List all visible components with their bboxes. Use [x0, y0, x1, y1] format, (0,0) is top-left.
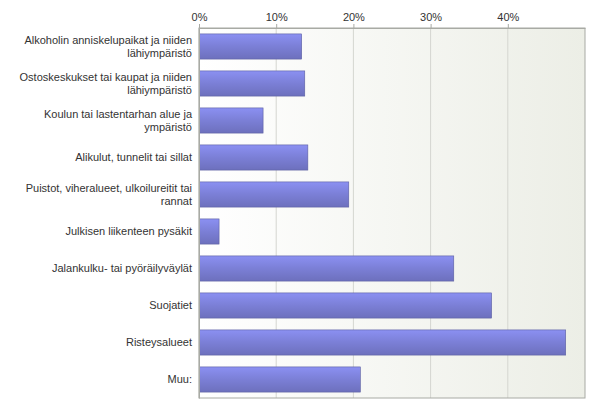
category-label-line: Alikulut, tunnelit tai sillat — [75, 151, 192, 163]
bar — [199, 182, 349, 207]
tick: Ostoskeskukset tai kaupat ja niidenlähiy… — [20, 71, 199, 96]
bars — [199, 34, 566, 392]
tick-label: 30% — [420, 11, 442, 23]
category-label: Ostoskeskukset tai kaupat ja niidenlähiy… — [20, 71, 192, 96]
tick: Muu: — [168, 373, 199, 385]
category-label: Alikulut, tunnelit tai sillat — [75, 151, 192, 163]
bar — [199, 293, 492, 318]
tick-mark — [276, 24, 277, 28]
category-label-line: Julkisen liikenteen pysäkit — [65, 225, 192, 237]
category-label-line: lähiympäristö — [127, 47, 192, 59]
bar — [199, 145, 308, 170]
bar — [199, 330, 566, 355]
x-axis: 0% 10% 20% 30% 40% — [192, 11, 586, 29]
category-label: Suojatiet — [149, 299, 192, 311]
category-label: Alkoholin anniskelupaikat ja niidenlähiy… — [24, 34, 192, 59]
tick-mark — [431, 24, 432, 28]
bar — [199, 367, 360, 392]
chart: 0% 10% 20% 30% 40% Alkoholin anniskelupaikat … — [0, 0, 600, 410]
tick: Risteysalueet — [126, 336, 199, 348]
plot: 0% 10% 20% 30% 40% Alkoholin anniskelupaikat … — [20, 11, 586, 399]
plot-frame — [199, 28, 585, 398]
tick-mark — [508, 24, 509, 28]
category-label-line: Jalankulku- tai pyöräilyväylät — [52, 262, 192, 274]
tick-mark — [353, 24, 354, 28]
plot-background — [199, 28, 585, 398]
category-label-line: Suojatiet — [149, 299, 192, 311]
category-label-line: Koulun tai lastentarhan alue ja — [44, 108, 193, 120]
category-label-line: Puistot, viheralueet, ulkoilureitit tai — [26, 182, 192, 194]
tick-label: 40% — [497, 11, 519, 23]
axis-line — [199, 29, 200, 399]
bar — [199, 71, 305, 96]
tick-label: 20% — [343, 11, 365, 23]
bar — [199, 34, 302, 59]
y-axis: Alkoholin anniskelupaikat ja niidenlähiy… — [20, 29, 200, 399]
tick: Alikulut, tunnelit tai sillat — [75, 151, 199, 163]
bar — [199, 219, 219, 244]
tick: Suojatiet — [149, 299, 199, 311]
bar — [199, 256, 454, 281]
tick: 0% — [192, 11, 208, 28]
bar — [199, 108, 263, 133]
axis-line — [200, 28, 586, 29]
category-label-line: lähiympäristö — [127, 84, 192, 96]
tick: 40% — [497, 11, 519, 28]
category-label-line: Muu: — [168, 373, 192, 385]
category-label: Julkisen liikenteen pysäkit — [65, 225, 192, 237]
tick: Koulun tai lastentarhan alue jaympäristö — [44, 108, 199, 133]
tick: 20% — [343, 11, 365, 28]
category-label: Risteysalueet — [126, 336, 192, 348]
tick: 10% — [266, 11, 288, 28]
tick: Puistot, viheralueet, ulkoilureitit tair… — [26, 182, 199, 207]
tick-mark — [199, 24, 200, 28]
tick-label: 10% — [266, 11, 288, 23]
tick: 30% — [420, 11, 442, 28]
tick: Julkisen liikenteen pysäkit — [65, 225, 199, 237]
tick: Jalankulku- tai pyöräilyväylät — [52, 262, 199, 274]
tick-label: 0% — [192, 11, 208, 23]
category-label-line: rannat — [161, 195, 192, 207]
category-label: Koulun tai lastentarhan alue jaympäristö — [44, 108, 193, 133]
category-label-line: Risteysalueet — [126, 336, 192, 348]
category-label: Puistot, viheralueet, ulkoilureitit tair… — [26, 182, 192, 207]
category-label-line: ympäristö — [144, 121, 192, 133]
category-label: Muu: — [168, 373, 192, 385]
category-label-line: Ostoskeskukset tai kaupat ja niiden — [20, 71, 192, 83]
category-label-line: Alkoholin anniskelupaikat ja niiden — [24, 34, 192, 46]
tick: Alkoholin anniskelupaikat ja niidenlähiy… — [24, 34, 199, 59]
category-label: Jalankulku- tai pyöräilyväylät — [52, 262, 192, 274]
